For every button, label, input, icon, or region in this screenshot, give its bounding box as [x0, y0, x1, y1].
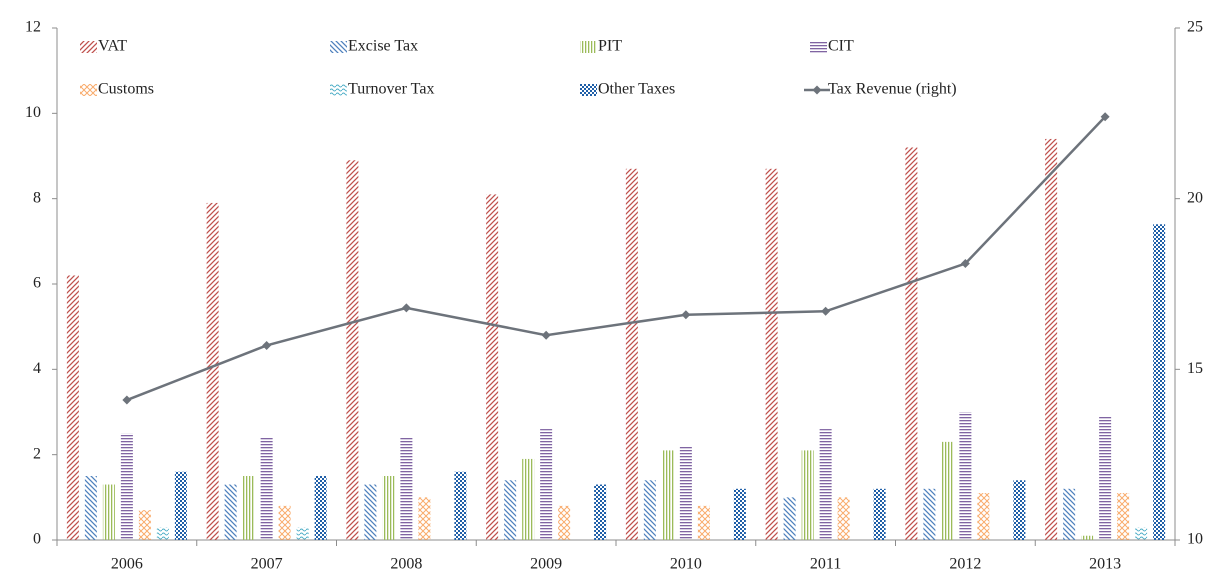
- legend-swatch: [80, 84, 97, 96]
- y2-tick-label: 25: [1187, 19, 1203, 36]
- bar: [540, 429, 553, 540]
- x-tick-label: 2013: [1089, 556, 1121, 573]
- bar: [314, 476, 327, 540]
- bar: [801, 450, 814, 540]
- bar: [278, 505, 291, 540]
- x-tick-label: 2006: [111, 556, 143, 573]
- bar: [66, 275, 79, 540]
- y-tick-label: 0: [33, 531, 41, 548]
- y-tick-label: 10: [25, 104, 41, 121]
- bar: [242, 476, 255, 540]
- bar: [174, 471, 187, 540]
- bar: [522, 458, 535, 540]
- x-tick-label: 2010: [670, 556, 702, 573]
- bar: [296, 527, 309, 540]
- bar: [486, 194, 499, 540]
- legend-label: CIT: [828, 38, 854, 55]
- x-tick-label: 2009: [530, 556, 562, 573]
- y2-tick-label: 20: [1187, 189, 1203, 206]
- bar: [765, 168, 778, 541]
- marker: [262, 340, 272, 350]
- bar: [959, 412, 972, 540]
- y2-tick-label: 15: [1187, 360, 1203, 377]
- y-tick-label: 12: [25, 19, 41, 36]
- bar: [625, 168, 638, 541]
- legend-swatch: [580, 84, 597, 96]
- legend-label: Customs: [98, 81, 154, 98]
- y-tick-label: 6: [33, 275, 41, 292]
- bar: [873, 488, 886, 540]
- legend-swatch: [810, 41, 827, 53]
- marker: [401, 303, 411, 313]
- bar: [120, 433, 133, 540]
- bar: [224, 484, 237, 540]
- legend-label: Tax Revenue (right): [828, 81, 957, 98]
- bar: [346, 160, 359, 540]
- marker: [821, 306, 831, 316]
- line: [126, 115, 1107, 402]
- bar: [1099, 416, 1112, 540]
- legend-label: PIT: [598, 38, 622, 55]
- y-tick-label: 8: [33, 189, 41, 206]
- bar: [594, 484, 607, 540]
- bar: [819, 429, 832, 540]
- y-tick-label: 2: [33, 445, 41, 462]
- bar: [138, 510, 151, 540]
- bar: [1117, 493, 1130, 540]
- marker: [960, 259, 970, 269]
- bar: [1153, 224, 1166, 540]
- legend-label: Turnover Tax: [348, 81, 434, 98]
- marker: [1100, 112, 1110, 122]
- bar: [679, 446, 692, 540]
- bar: [661, 450, 674, 540]
- bar: [977, 493, 990, 540]
- marker: [122, 395, 132, 405]
- bar: [418, 497, 431, 540]
- bar: [504, 480, 517, 540]
- marker: [541, 330, 551, 340]
- legend-label: Excise Tax: [348, 38, 418, 55]
- bar: [102, 484, 115, 540]
- bar: [643, 480, 656, 540]
- bar: [454, 471, 467, 540]
- x-tick-label: 2008: [390, 556, 422, 573]
- bar: [733, 488, 746, 540]
- bar: [382, 476, 395, 540]
- legend-label: VAT: [98, 38, 127, 55]
- bar: [905, 147, 918, 540]
- legend-label: Other Taxes: [598, 81, 675, 98]
- bar: [156, 527, 169, 540]
- bar: [1045, 138, 1058, 540]
- bar: [84, 476, 97, 540]
- bar: [400, 437, 413, 540]
- bar: [783, 497, 796, 540]
- bar: [1013, 480, 1026, 540]
- legend-swatch: [330, 84, 347, 96]
- bar: [941, 441, 954, 540]
- bar: [558, 505, 571, 540]
- bar: [1063, 488, 1076, 540]
- bar: [923, 488, 936, 540]
- legend-swatch: [80, 41, 97, 53]
- legend-swatch: [330, 41, 347, 53]
- x-tick-label: 2007: [251, 556, 283, 573]
- bar: [260, 437, 273, 540]
- y2-tick-label: 10: [1187, 531, 1203, 548]
- bar: [697, 505, 710, 540]
- legend-swatch: [580, 41, 597, 53]
- bar: [1081, 535, 1094, 540]
- x-tick-label: 2012: [949, 556, 981, 573]
- bar: [206, 202, 219, 540]
- marker: [681, 310, 691, 320]
- y-tick-label: 4: [33, 360, 41, 377]
- bar: [837, 497, 850, 540]
- bar: [364, 484, 377, 540]
- bar: [1135, 527, 1148, 540]
- x-tick-label: 2011: [810, 556, 841, 573]
- legend-swatch: [812, 85, 822, 95]
